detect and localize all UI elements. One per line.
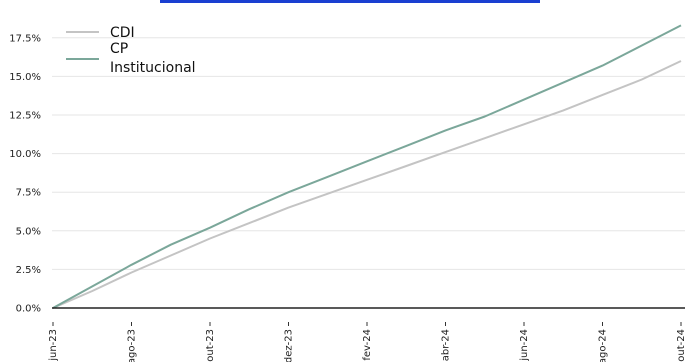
x-tick-label: dez-23 — [284, 329, 295, 362]
x-tick-label: out-23 — [205, 329, 216, 362]
legend: CDI CP Institucional — [66, 25, 196, 76]
x-tick-label: fev-24 — [362, 329, 373, 361]
x-tick-label: ago-24 — [598, 329, 609, 362]
y-tick-label: 2.5% — [16, 265, 41, 276]
y-tick-label: 7.5% — [16, 188, 41, 199]
y-tick-label: 0.0% — [16, 304, 41, 315]
y-tick-label: 10.0% — [9, 149, 41, 160]
y-tick-label: 12.5% — [9, 111, 41, 122]
series-line-cp-institucional — [52, 24, 682, 309]
legend-label-cp-line2: Institucional — [110, 60, 196, 76]
x-tick-label: jun-23 — [48, 329, 59, 362]
x-tick-label: out-24 — [676, 329, 685, 362]
x-tick-label: abr-24 — [441, 329, 452, 361]
y-tick-label: 5.0% — [16, 226, 41, 237]
legend-label-cdi: CDI — [110, 25, 135, 41]
x-axis-ticks: jun-23 ago-23 out-23 dez-23 fev-24 abr-24 jun-… — [48, 322, 685, 362]
header-strip — [160, 0, 540, 3]
series-line-cdi — [52, 60, 682, 309]
y-tick-label: 17.5% — [9, 33, 41, 44]
y-axis-ticks: 0.0% 2.5% 5.0% 7.5% 10.0% 12.5% 15.0% 17.5% — [9, 33, 41, 314]
series-lines — [52, 24, 682, 309]
x-tick-label: ago-23 — [127, 329, 138, 362]
legend-label-cp-line1: CP — [110, 41, 128, 57]
x-tick-label: jun-24 — [519, 329, 530, 362]
y-tick-label: 15.0% — [9, 72, 41, 83]
